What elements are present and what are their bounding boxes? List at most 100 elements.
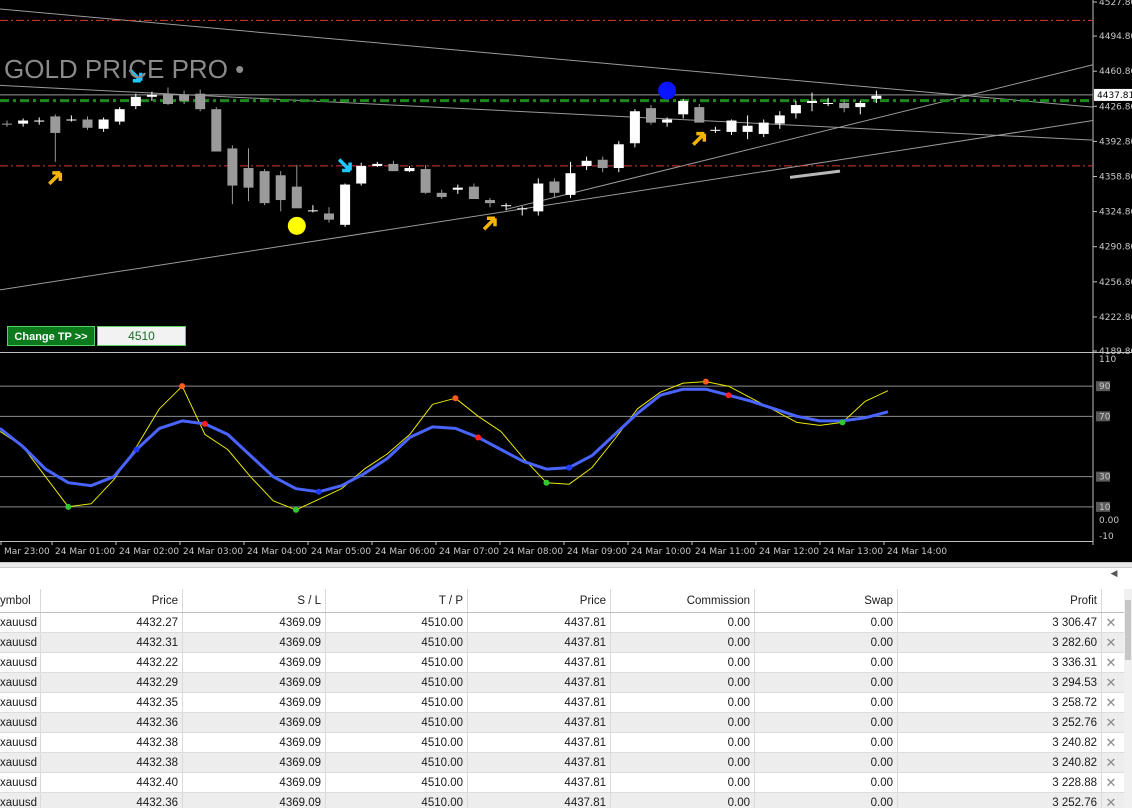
table-row[interactable]: xauusd 4432.38 4369.09 4510.00 4437.81 0.00 0.… xyxy=(0,753,1132,773)
table-cell: xauusd xyxy=(0,793,41,808)
table-cell: 4437.81 xyxy=(468,733,611,752)
table-row[interactable]: xauusd 4432.29 4369.09 4510.00 4437.81 0.00 0.… xyxy=(0,673,1132,693)
trend-line xyxy=(0,120,1094,291)
blue-dot-marker xyxy=(658,81,677,100)
trend-line-highlight xyxy=(789,169,841,179)
table-row[interactable]: xauusd 4432.36 4369.09 4510.00 4437.81 0.00 0.… xyxy=(0,713,1132,733)
column-header[interactable]: S / L xyxy=(183,589,326,612)
candle-body xyxy=(324,213,334,220)
candle-body xyxy=(98,119,109,129)
oscillator-tick-label: 10 xyxy=(1099,503,1111,513)
table-row[interactable]: xauusd 4432.31 4369.09 4510.00 4437.81 0.00 0.… xyxy=(0,633,1132,653)
close-position-icon[interactable]: ✕ xyxy=(1105,614,1117,630)
candle-body xyxy=(356,165,367,184)
oscillator-level-box xyxy=(1096,381,1110,392)
table-cell: 4369.09 xyxy=(183,633,326,652)
candle-body xyxy=(259,171,270,204)
table-cell: 0.00 xyxy=(755,733,898,752)
table-cell: 4432.31 xyxy=(41,633,183,652)
table-cell: xauusd xyxy=(0,633,41,652)
candle-body xyxy=(742,125,753,132)
close-position-icon[interactable]: ✕ xyxy=(1105,774,1117,790)
panel-divider[interactable] xyxy=(0,562,1132,568)
table-cell: 4369.09 xyxy=(183,653,326,672)
table-cell: 0.00 xyxy=(611,653,755,672)
column-header[interactable]: Commission xyxy=(611,589,755,612)
table-scrollbar[interactable] xyxy=(1124,589,1132,808)
table-cell: 0.00 xyxy=(611,613,755,632)
table-row[interactable]: xauusd 4432.22 4369.09 4510.00 4437.81 0.00 0.… xyxy=(0,653,1132,673)
candle-body xyxy=(726,120,737,132)
table-row[interactable]: xauusd 4432.36 4369.09 4510.00 4437.81 0.00 0.… xyxy=(0,793,1132,808)
table-cell: 3 252.76 xyxy=(898,713,1102,732)
oscillator-signal-dot xyxy=(65,503,72,510)
candle-body xyxy=(50,116,61,133)
candle-body xyxy=(678,100,689,115)
candle-body xyxy=(517,208,528,210)
time-tick-label: 24 Mar 07:00 xyxy=(439,547,499,557)
table-cell: 4437.81 xyxy=(468,753,611,772)
column-header[interactable]: Profit xyxy=(898,589,1102,612)
table-cell: 4510.00 xyxy=(326,673,468,692)
table-row[interactable]: xauusd 4432.35 4369.09 4510.00 4437.81 0.00 0.… xyxy=(0,693,1132,713)
close-position-icon[interactable]: ✕ xyxy=(1105,674,1117,690)
current-price-label: 4437.81 xyxy=(1097,91,1132,101)
column-header[interactable]: Swap xyxy=(755,589,898,612)
close-position-icon[interactable]: ✕ xyxy=(1105,634,1117,650)
table-cell: xauusd xyxy=(0,613,41,632)
time-tick-label: 24 Mar 05:00 xyxy=(311,547,371,557)
close-position-icon[interactable]: ✕ xyxy=(1105,714,1117,730)
table-cell: 4510.00 xyxy=(326,753,468,772)
close-position-icon[interactable]: ✕ xyxy=(1105,754,1117,770)
price-tick-label: 4392.80 xyxy=(1099,137,1132,147)
close-position-icon[interactable]: ✕ xyxy=(1105,794,1117,808)
price-tick-label: 4494.80 xyxy=(1099,32,1132,42)
buy-arrow-icon xyxy=(48,171,63,186)
table-cell: 4432.27 xyxy=(41,613,183,632)
candle-body xyxy=(549,181,560,193)
oscillator-signal-dot xyxy=(452,395,459,402)
column-header[interactable]: Price xyxy=(468,589,611,612)
table-cell: 4369.09 xyxy=(183,793,326,808)
candle-body xyxy=(662,119,673,123)
time-tick-label: 24 Mar 14:00 xyxy=(887,547,947,557)
oscillator-slow-line xyxy=(0,387,889,494)
close-position-icon[interactable]: ✕ xyxy=(1105,694,1117,710)
table-row[interactable]: xauusd 4432.27 4369.09 4510.00 4437.81 0.00 0.… xyxy=(0,613,1132,633)
table-row[interactable]: xauusd 4432.38 4369.09 4510.00 4437.81 0.00 0.… xyxy=(0,733,1132,753)
table-cell: 3 240.82 xyxy=(898,753,1102,772)
table-cell: 0.00 xyxy=(611,793,755,808)
candle-body xyxy=(581,160,592,166)
table-row[interactable]: xauusd 4432.40 4369.09 4510.00 4437.81 0.00 0.… xyxy=(0,773,1132,793)
table-cell: 3 240.82 xyxy=(898,733,1102,752)
candle-body xyxy=(291,186,302,209)
candle-body xyxy=(871,95,882,99)
table-cell: xauusd xyxy=(0,653,41,672)
candle-body xyxy=(227,148,238,186)
chart-area[interactable]: GOLD PRICE PRO • 4527.80 4494.80 4460.80 44… xyxy=(0,0,1132,562)
table-cell: 4437.81 xyxy=(468,793,611,808)
column-header[interactable]: T / P xyxy=(326,589,468,612)
column-header[interactable]: Price xyxy=(41,589,183,612)
table-cell: 4432.36 xyxy=(41,793,183,808)
close-position-icon[interactable]: ✕ xyxy=(1105,654,1117,670)
close-position-icon[interactable]: ✕ xyxy=(1105,734,1117,750)
table-cell: 0.00 xyxy=(611,733,755,752)
tp-value-input[interactable] xyxy=(97,326,186,346)
indicator-title: GOLD PRICE PRO • xyxy=(4,54,244,84)
candle-body xyxy=(195,93,206,110)
price-panel xyxy=(0,0,1132,545)
table-cell: 0.00 xyxy=(755,613,898,632)
candle-body xyxy=(146,94,157,97)
table-cell: 0.00 xyxy=(611,673,755,692)
oscillator-signal-dot xyxy=(315,488,322,495)
table-cell: 3 258.72 xyxy=(898,693,1102,712)
scroll-left-icon[interactable]: ◀ xyxy=(1110,569,1118,579)
oscillator-level-box xyxy=(1096,471,1110,482)
column-header[interactable]: ymbol xyxy=(0,589,41,612)
change-tp-button[interactable]: Change TP >> xyxy=(7,326,95,346)
table-cell: 0.00 xyxy=(611,773,755,792)
table-scrollbar-thumb[interactable] xyxy=(1125,600,1131,660)
table-cell: 0.00 xyxy=(755,633,898,652)
time-tick-label: 24 Mar 06:00 xyxy=(375,547,435,557)
